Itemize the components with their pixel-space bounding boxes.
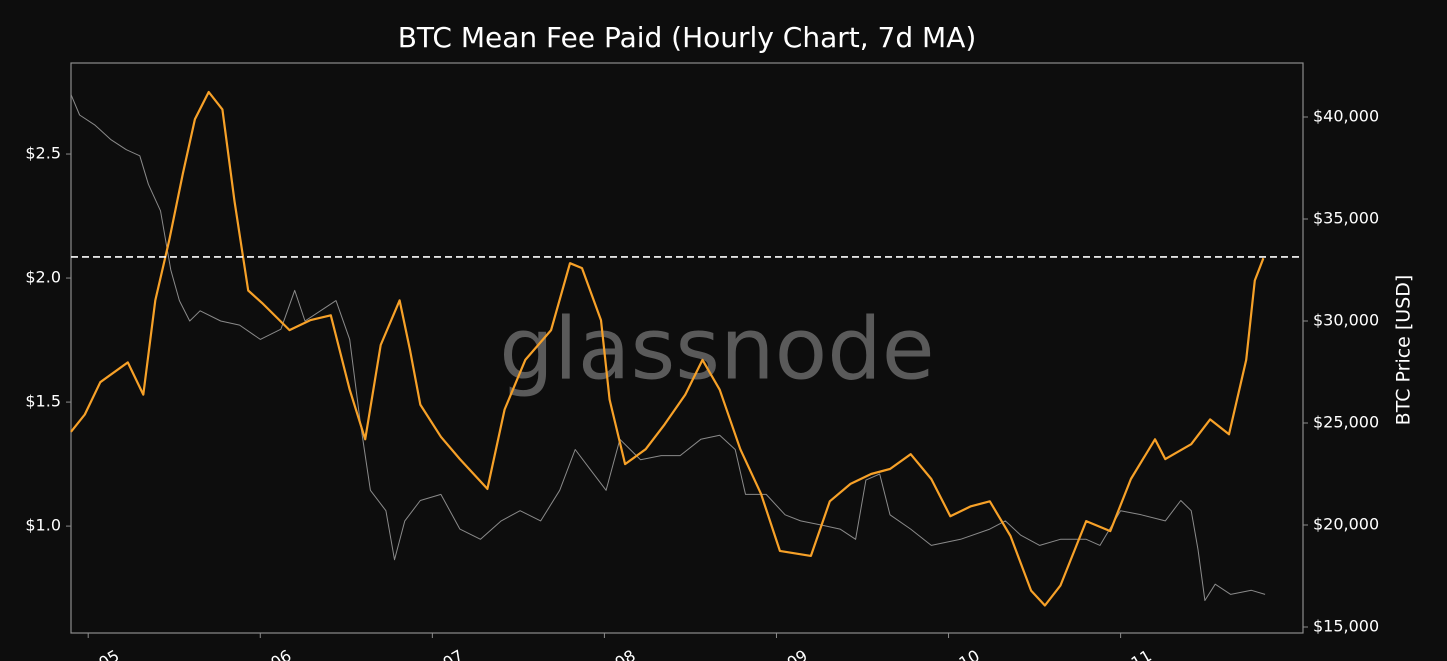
y-tick-label: $2.5 xyxy=(25,144,61,163)
chart-title: BTC Mean Fee Paid (Hourly Chart, 7d MA) xyxy=(398,21,977,54)
y2-tick-label: $25,000 xyxy=(1313,413,1379,432)
plot-frame xyxy=(70,62,1304,634)
series-line xyxy=(70,90,1265,607)
y-tick-label: $1.0 xyxy=(25,516,61,535)
y2-tick-label: $20,000 xyxy=(1313,515,1379,534)
y-tick-label: $2.0 xyxy=(25,268,61,287)
y-tick-label: $1.5 xyxy=(25,392,61,411)
y2-tick-label: $35,000 xyxy=(1313,208,1379,227)
y2-tick-label: $30,000 xyxy=(1313,311,1379,330)
y2-axis-label: BTC Price [USD] xyxy=(1393,275,1415,426)
y2-tick-label: $15,000 xyxy=(1313,617,1379,636)
y2-tick-label: $40,000 xyxy=(1313,106,1379,125)
watermark: glassnode xyxy=(499,299,934,399)
